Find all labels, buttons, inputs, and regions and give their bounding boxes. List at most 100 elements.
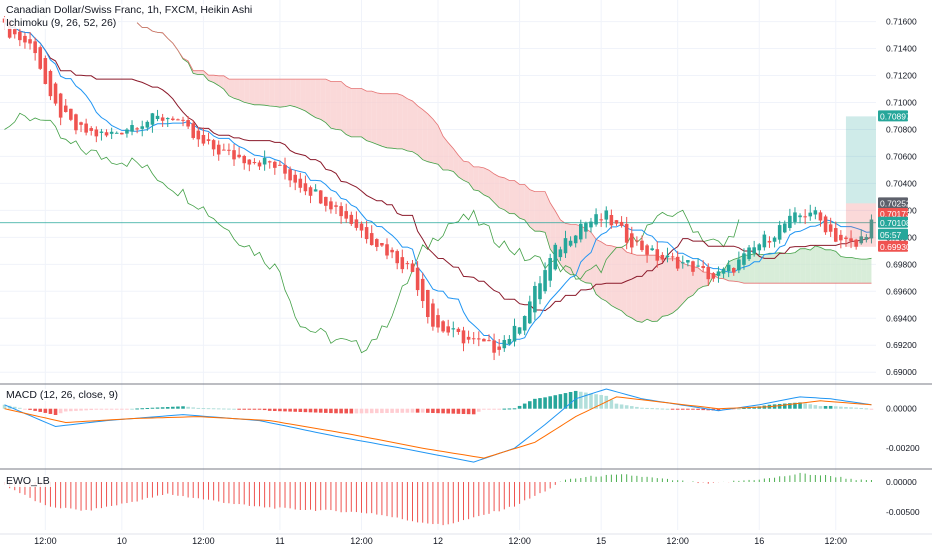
kumo-segment xyxy=(300,79,305,111)
candle-body xyxy=(95,129,99,136)
candle-body xyxy=(747,247,751,259)
macd-histogram-bar xyxy=(100,409,104,410)
kumo-segment xyxy=(652,255,657,321)
macd-histogram-bar xyxy=(360,409,364,414)
candle-body xyxy=(594,214,598,224)
macd-histogram-bar xyxy=(395,409,399,413)
candle-body xyxy=(712,273,716,278)
price-tag-text: 0.70252 xyxy=(880,198,911,208)
kumo-segment xyxy=(463,161,468,183)
candle-body xyxy=(676,257,680,269)
candle-body xyxy=(492,340,496,352)
macd-histogram-bar xyxy=(696,409,700,410)
macd-histogram-bar xyxy=(207,408,211,409)
macd-histogram-bar xyxy=(248,409,252,410)
macd-histogram-bar xyxy=(462,409,466,414)
candle-body xyxy=(436,315,440,327)
kumo-segment xyxy=(780,253,785,284)
candle-body xyxy=(304,183,308,191)
ichimoku-legend[interactable]: Ichimoku (9, 26, 52, 26) xyxy=(4,17,118,29)
candle-body xyxy=(253,162,257,163)
candle-body xyxy=(314,189,318,191)
candle-body xyxy=(176,119,180,120)
kumo-segment xyxy=(754,254,759,283)
candle-body xyxy=(441,321,445,331)
ewo-tick-label: 0.00000 xyxy=(886,477,917,487)
candle-body xyxy=(18,32,22,40)
kumo-segment xyxy=(479,167,484,195)
kumo-segment xyxy=(474,167,479,191)
kumo-segment xyxy=(815,246,820,283)
macd-histogram-bar xyxy=(74,409,78,411)
kumo-segment xyxy=(418,106,423,160)
candle-body xyxy=(508,339,512,344)
macd-histogram-bar xyxy=(625,405,629,408)
candle-body xyxy=(569,241,573,246)
kumo-segment xyxy=(280,79,285,107)
macd-histogram-bar xyxy=(487,409,491,410)
kumo-segment xyxy=(265,79,270,106)
macd-histogram-bar xyxy=(28,409,32,410)
candle-body xyxy=(599,219,603,220)
macd-histogram-bar xyxy=(222,408,226,409)
kumo-segment xyxy=(387,94,392,149)
macd-legend[interactable]: MACD (12, 26, close, 9) xyxy=(4,389,120,401)
candle-body xyxy=(385,244,389,255)
candle-body xyxy=(299,179,303,188)
candle-body xyxy=(630,233,634,247)
candle-body xyxy=(258,163,262,167)
ewo-legend[interactable]: EWO_LB xyxy=(4,475,52,487)
candle-body xyxy=(763,235,767,248)
macd-histogram-bar xyxy=(278,409,282,411)
price-tick-label: 0.70400 xyxy=(886,178,917,188)
macd-histogram-bar xyxy=(33,409,37,411)
candle-body xyxy=(33,41,37,53)
macd-histogram-bar xyxy=(528,401,532,409)
macd-histogram-bar xyxy=(854,408,858,409)
candle-body xyxy=(620,222,624,226)
macd-histogram-bar xyxy=(829,406,833,409)
kumo-segment xyxy=(846,257,851,283)
macd-histogram-bar xyxy=(84,409,88,411)
kumo-segment xyxy=(275,79,280,107)
candle-body xyxy=(681,262,685,263)
candle-body xyxy=(395,251,399,263)
kumo-segment xyxy=(851,257,856,283)
candle-body xyxy=(615,220,619,224)
macd-histogram-bar xyxy=(457,409,461,414)
macd-histogram-bar xyxy=(171,407,175,409)
candle-body xyxy=(803,216,807,217)
macd-histogram-bar xyxy=(426,409,430,413)
macd-histogram-bar xyxy=(166,407,170,409)
macd-histogram-bar xyxy=(579,392,583,409)
macd-histogram-bar xyxy=(431,409,435,413)
time-tick-label: 10 xyxy=(117,536,127,546)
kumo-segment xyxy=(504,178,509,214)
kumo-segment xyxy=(311,79,316,117)
candle-body xyxy=(344,211,348,219)
candle-body xyxy=(834,228,838,242)
candle-body xyxy=(406,263,410,264)
symbol-title[interactable]: Canadian Dollar/Swiss Franc, 1h, FXCM, H… xyxy=(4,4,254,16)
price-tag-text: 05:57 xyxy=(880,230,902,240)
senkou-span-b-line xyxy=(137,23,871,284)
macd-histogram-bar xyxy=(859,408,863,409)
kumo-segment xyxy=(535,192,540,232)
time-tick-label: 12 xyxy=(433,536,443,546)
kumo-segment xyxy=(326,79,331,128)
macd-histogram-bar xyxy=(191,407,195,408)
candle-body xyxy=(248,160,252,165)
kumo-segment xyxy=(362,88,367,140)
macd-histogram-bar xyxy=(23,409,27,410)
candle-body xyxy=(625,224,629,243)
candle-body xyxy=(671,256,675,257)
candle-body xyxy=(156,116,160,119)
kumo-segment xyxy=(571,224,576,275)
kumo-segment xyxy=(413,101,418,155)
time-tick-label: 16 xyxy=(754,536,764,546)
candle-body xyxy=(166,118,170,119)
kumo-segment xyxy=(438,125,443,170)
candle-body xyxy=(696,266,700,267)
